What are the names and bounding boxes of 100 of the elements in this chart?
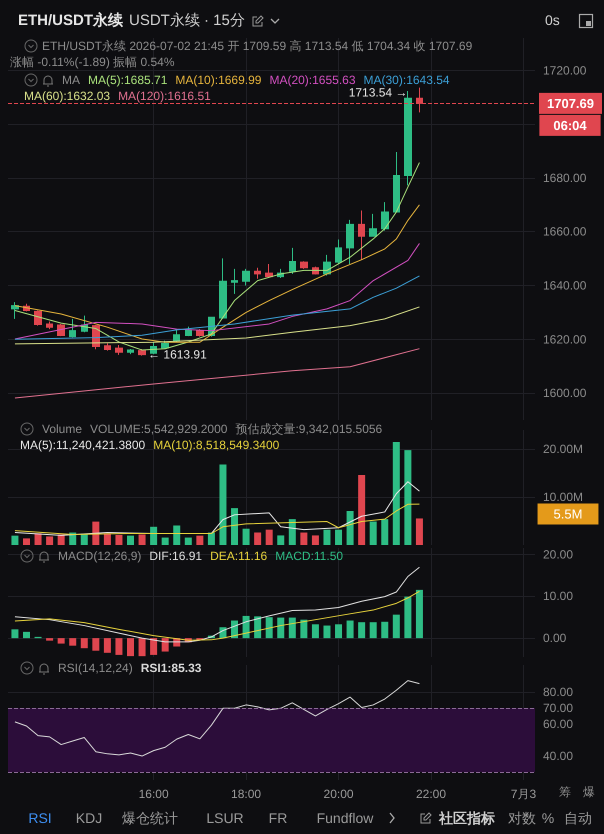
bar [381, 519, 388, 545]
bar [254, 532, 262, 545]
candlestick [346, 219, 354, 264]
bar [150, 638, 158, 655]
annotation: RSI(14,12,24) [58, 660, 133, 676]
candlestick [127, 348, 134, 355]
bar [184, 538, 192, 545]
bar [127, 536, 134, 545]
text: 爆 [583, 785, 595, 799]
annotation: MACD(12,26,9) [58, 548, 142, 564]
bar [69, 638, 76, 646]
annotation: 涨幅 -0.11%(-1.89) 振幅 0.54% [10, 55, 175, 69]
bar [115, 534, 122, 545]
annotation: VOLUME:5,542,929.2000 [90, 421, 228, 437]
annotation: ← 1613.91 [148, 348, 208, 362]
y-tick-label: 0.00 [543, 631, 567, 646]
bar [266, 530, 273, 545]
bar [92, 522, 100, 545]
candlestick [173, 328, 180, 342]
line-series [14, 680, 420, 757]
bar [104, 533, 111, 545]
y-tick-label: 10.00 [543, 589, 574, 604]
bar [162, 538, 169, 545]
bar [335, 530, 342, 545]
line-series [14, 306, 420, 344]
y-tick-label: 1660.00 [543, 224, 587, 239]
bar [404, 450, 412, 545]
candlestick [369, 213, 377, 237]
bar [11, 629, 18, 638]
bar [196, 536, 204, 545]
line-series [14, 162, 420, 351]
bar [288, 618, 296, 638]
candlestick [196, 328, 204, 338]
bar [231, 508, 238, 545]
bar [69, 532, 76, 545]
y-tick-label: 1720.00 [543, 63, 587, 78]
candlestick [254, 267, 261, 280]
text: RSI1:85.33 [140, 660, 202, 676]
bar [266, 617, 273, 638]
text: MA(10):1669.99 [175, 72, 262, 88]
bar [208, 532, 215, 545]
text: RSI [28, 810, 52, 826]
text: MA(60):1632.03 [24, 88, 110, 104]
y-tick-label: 80.00 [543, 685, 574, 700]
line-series [14, 204, 420, 343]
bar [404, 596, 412, 638]
bar [173, 526, 180, 545]
candlestick [185, 326, 192, 337]
annotation: Volume [42, 421, 82, 437]
text: MA(30):1643.54 [364, 72, 450, 88]
bar [392, 442, 400, 545]
text: MACD:11.50 [275, 548, 344, 564]
x-tick-label: 18:00 [231, 787, 262, 801]
text: 06:04 [553, 118, 588, 133]
bar [92, 638, 100, 651]
chart-subtitle: USDT永续 · 15分 [129, 12, 245, 30]
candlestick [231, 268, 238, 294]
text: DIF:16.91 [149, 548, 202, 564]
text: MA(20):1655.63 [269, 72, 356, 88]
bar [138, 638, 146, 656]
x-tick-label: 22:00 [416, 787, 446, 801]
bar [22, 538, 30, 545]
bar [34, 533, 42, 545]
bar [416, 590, 423, 638]
x-tick-label: 20:00 [324, 787, 354, 801]
text: 5.5M [554, 506, 582, 522]
text: 筹 [559, 785, 571, 799]
bar [162, 638, 169, 652]
bar [138, 534, 146, 545]
text: KDJ [76, 810, 102, 826]
text: MA(10):8,518,549.3400 [153, 437, 280, 453]
bar [312, 624, 319, 638]
candlestick [242, 268, 250, 286]
chart-title: ETH/USDT永续 [18, 12, 123, 30]
candlestick [404, 90, 412, 186]
text: 0s [545, 12, 560, 28]
bar [370, 622, 377, 638]
candlestick [358, 210, 365, 260]
text: Fundflow [316, 810, 374, 826]
bar [416, 518, 423, 545]
text: DEA:11.16 [210, 548, 268, 564]
bar [22, 632, 30, 638]
candlestick [104, 342, 111, 352]
y-tick-label: 20.00 [543, 547, 574, 562]
annotation: 1713.54 → [348, 86, 408, 100]
x-tick-label: 7月3 [510, 787, 536, 801]
line-series [14, 348, 420, 398]
text: 社区指标 [439, 810, 495, 826]
y-tick-label: 70.00 [543, 701, 574, 716]
candlestick [393, 152, 400, 213]
y-tick-label: 40.00 [543, 749, 574, 764]
bar [115, 638, 122, 655]
bar [358, 622, 366, 638]
text: % [542, 810, 554, 826]
bar [346, 620, 354, 638]
candlestick [289, 247, 296, 274]
text: 爆仓统计 [122, 810, 178, 826]
bar [300, 532, 308, 545]
y-tick-label: 1600.00 [543, 386, 587, 400]
text: FR [268, 810, 288, 826]
